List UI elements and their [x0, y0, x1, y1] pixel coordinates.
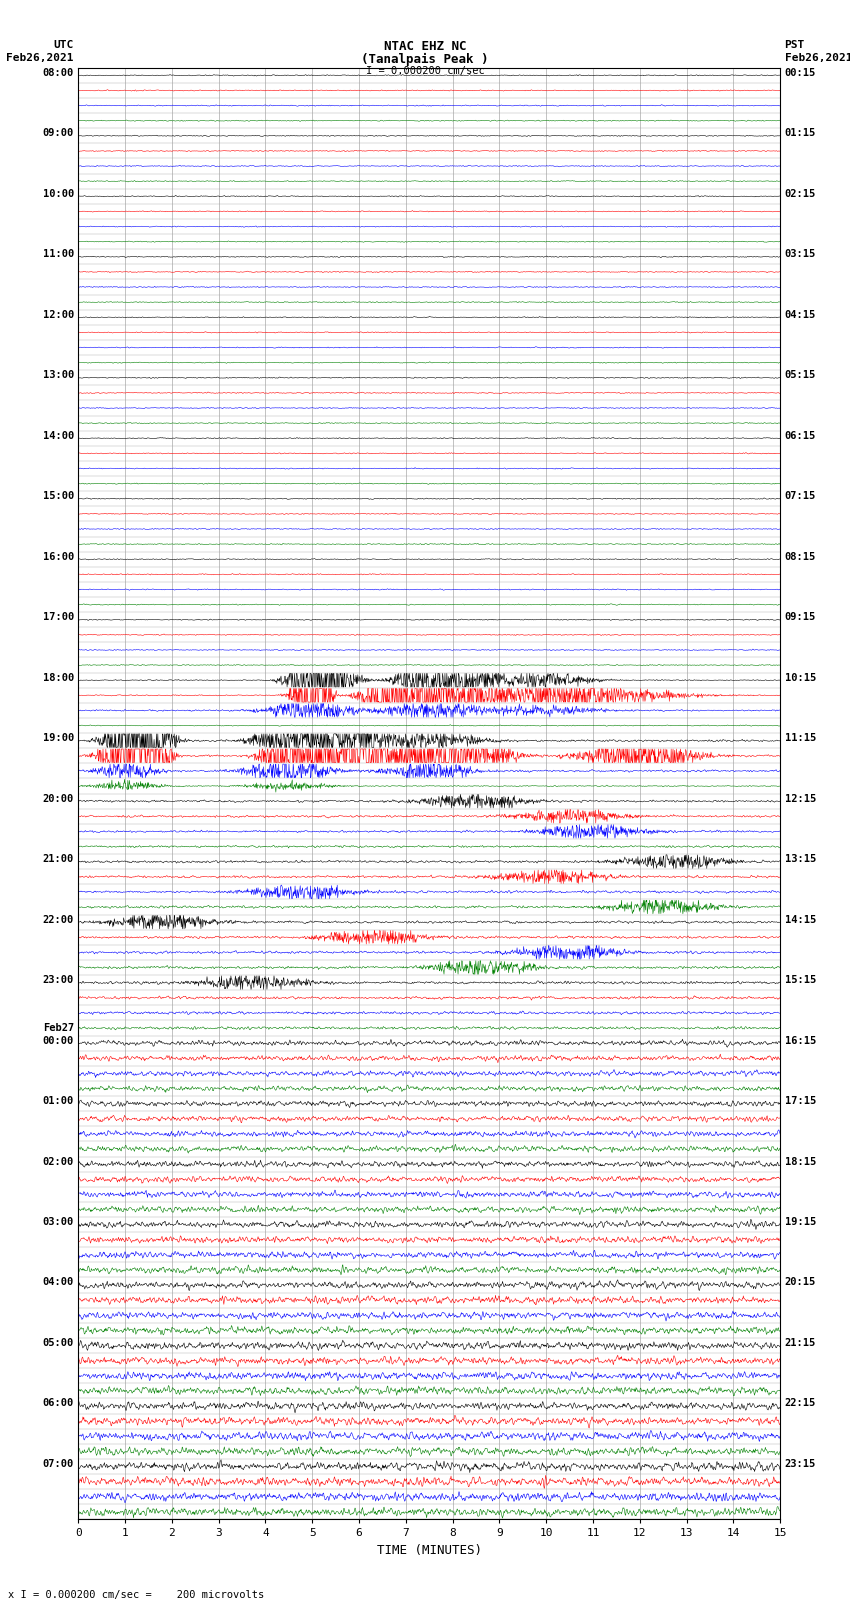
Text: 00:00: 00:00 [42, 1036, 74, 1045]
Text: 10:00: 10:00 [42, 189, 74, 198]
Text: 02:00: 02:00 [42, 1157, 74, 1166]
Text: 02:15: 02:15 [785, 189, 816, 198]
Text: 05:00: 05:00 [42, 1339, 74, 1348]
Text: 11:15: 11:15 [785, 732, 816, 744]
Text: 15:00: 15:00 [42, 490, 74, 502]
Text: 22:15: 22:15 [785, 1398, 816, 1408]
Text: 18:00: 18:00 [42, 673, 74, 682]
Text: 13:00: 13:00 [42, 371, 74, 381]
Text: 06:00: 06:00 [42, 1398, 74, 1408]
Text: 15:15: 15:15 [785, 974, 816, 986]
Text: Feb27: Feb27 [42, 1023, 74, 1032]
Text: NTAC EHZ NC: NTAC EHZ NC [383, 40, 467, 53]
Text: 17:00: 17:00 [42, 611, 74, 623]
Text: 17:15: 17:15 [785, 1097, 816, 1107]
Text: (Tanalpais Peak ): (Tanalpais Peak ) [361, 53, 489, 66]
Text: 05:15: 05:15 [785, 371, 816, 381]
Text: UTC: UTC [54, 40, 74, 50]
Text: 19:00: 19:00 [42, 732, 74, 744]
Text: 22:00: 22:00 [42, 915, 74, 924]
X-axis label: TIME (MINUTES): TIME (MINUTES) [377, 1544, 482, 1557]
Text: 12:15: 12:15 [785, 794, 816, 803]
Text: 13:15: 13:15 [785, 855, 816, 865]
Text: 19:15: 19:15 [785, 1218, 816, 1227]
Text: 09:15: 09:15 [785, 611, 816, 623]
Text: 14:15: 14:15 [785, 915, 816, 924]
Text: Feb26,2021: Feb26,2021 [7, 53, 74, 63]
Text: 10:15: 10:15 [785, 673, 816, 682]
Text: 06:15: 06:15 [785, 431, 816, 440]
Text: 04:00: 04:00 [42, 1277, 74, 1287]
Text: 23:00: 23:00 [42, 974, 74, 986]
Text: 00:15: 00:15 [785, 68, 816, 77]
Text: 01:00: 01:00 [42, 1097, 74, 1107]
Text: Feb26,2021: Feb26,2021 [785, 53, 850, 63]
Text: 08:00: 08:00 [42, 68, 74, 77]
Text: PST: PST [785, 40, 805, 50]
Text: 03:00: 03:00 [42, 1218, 74, 1227]
Text: 23:15: 23:15 [785, 1458, 816, 1469]
Text: 14:00: 14:00 [42, 431, 74, 440]
Text: 12:00: 12:00 [42, 310, 74, 319]
Text: 11:00: 11:00 [42, 250, 74, 260]
Text: 07:00: 07:00 [42, 1458, 74, 1469]
Text: 09:00: 09:00 [42, 129, 74, 139]
Text: 20:00: 20:00 [42, 794, 74, 803]
Text: 21:15: 21:15 [785, 1339, 816, 1348]
Text: 16:00: 16:00 [42, 552, 74, 561]
Text: 18:15: 18:15 [785, 1157, 816, 1166]
Text: 20:15: 20:15 [785, 1277, 816, 1287]
Text: 16:15: 16:15 [785, 1036, 816, 1045]
Text: 01:15: 01:15 [785, 129, 816, 139]
Text: 07:15: 07:15 [785, 490, 816, 502]
Text: 04:15: 04:15 [785, 310, 816, 319]
Text: I = 0.000200 cm/sec: I = 0.000200 cm/sec [366, 66, 484, 76]
Text: 03:15: 03:15 [785, 250, 816, 260]
Text: x I = 0.000200 cm/sec =    200 microvolts: x I = 0.000200 cm/sec = 200 microvolts [8, 1590, 264, 1600]
Text: 08:15: 08:15 [785, 552, 816, 561]
Text: 21:00: 21:00 [42, 855, 74, 865]
